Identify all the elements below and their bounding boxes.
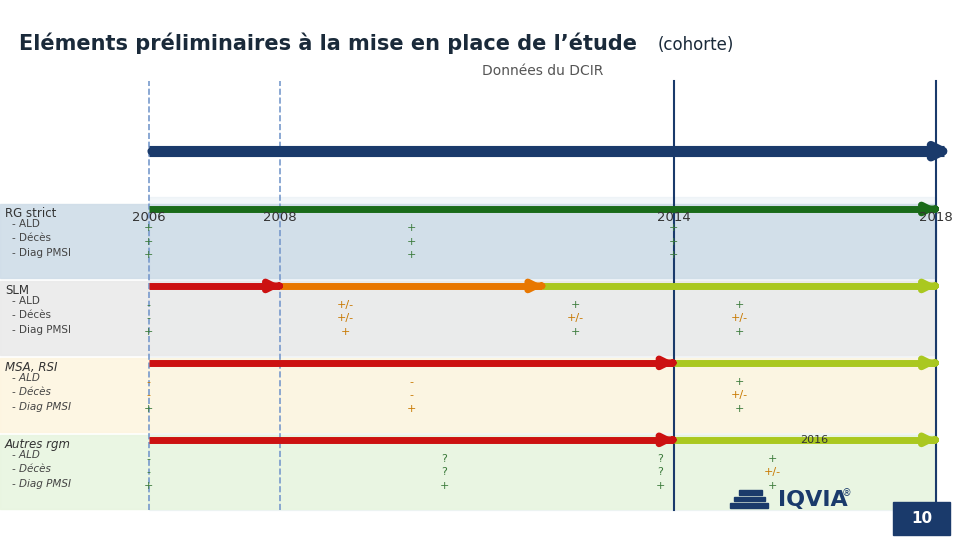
Bar <box>0 281 149 355</box>
Text: +: + <box>570 327 580 337</box>
Text: ®: ® <box>842 488 852 498</box>
Text: ?: ? <box>658 454 663 464</box>
Text: 2008: 2008 <box>263 211 297 224</box>
Text: +: + <box>341 327 350 337</box>
Text: - Diag PMSI: - Diag PMSI <box>12 325 70 335</box>
Text: +: + <box>406 250 416 260</box>
Text: - Décès: - Décès <box>12 387 50 397</box>
Text: +/-: +/- <box>566 313 584 323</box>
Text: - ALD: - ALD <box>12 219 39 229</box>
Text: +: + <box>767 481 777 491</box>
Text: -: - <box>147 467 151 477</box>
Text: -: - <box>409 390 413 401</box>
Text: +: + <box>734 300 744 310</box>
Text: +: + <box>734 327 744 337</box>
Text: IQVIA: IQVIA <box>778 490 848 510</box>
Text: +: + <box>406 237 416 247</box>
Text: ?: ? <box>658 467 663 477</box>
Text: ?: ? <box>441 454 447 464</box>
Text: +: + <box>144 250 154 260</box>
Bar <box>149 435 936 509</box>
Bar <box>739 490 762 495</box>
Text: 2006: 2006 <box>132 211 166 224</box>
Bar <box>730 503 768 508</box>
Bar <box>0 358 149 432</box>
Text: +: + <box>406 404 416 414</box>
Bar <box>149 281 936 355</box>
Text: - Diag PMSI: - Diag PMSI <box>12 478 70 489</box>
Text: - Diag PMSI: - Diag PMSI <box>12 248 70 258</box>
Text: +: + <box>440 481 448 491</box>
Text: +: + <box>570 300 580 310</box>
Text: 2014: 2014 <box>657 211 690 224</box>
Text: - Diag PMSI: - Diag PMSI <box>12 402 70 412</box>
Text: +: + <box>669 237 679 247</box>
Text: +: + <box>767 454 777 464</box>
Text: +: + <box>144 327 154 337</box>
Text: +: + <box>669 250 679 260</box>
Text: +: + <box>144 237 154 247</box>
Text: -: - <box>409 377 413 387</box>
Text: +: + <box>656 481 665 491</box>
Text: - ALD: - ALD <box>12 449 39 460</box>
Text: +/-: +/- <box>763 467 780 477</box>
Bar <box>149 197 936 510</box>
Bar <box>149 358 936 432</box>
Text: SLM: SLM <box>5 284 29 297</box>
Bar <box>0 435 149 509</box>
Text: - ALD: - ALD <box>12 373 39 383</box>
Bar <box>893 502 950 535</box>
Text: -: - <box>147 377 151 387</box>
Text: +: + <box>734 377 744 387</box>
Text: -: - <box>147 313 151 323</box>
Text: 2018: 2018 <box>919 211 953 224</box>
Text: +: + <box>734 404 744 414</box>
Text: - Décès: - Décès <box>12 310 51 320</box>
Text: -: - <box>147 454 151 464</box>
Text: Eléments préliminaires à la mise en place de l’étude: Eléments préliminaires à la mise en plac… <box>19 32 637 54</box>
Text: 2016: 2016 <box>800 435 828 445</box>
Text: RG strict: RG strict <box>5 207 57 220</box>
Text: +/-: +/- <box>731 390 748 401</box>
Text: +/-: +/- <box>337 313 354 323</box>
Text: Autres rgm: Autres rgm <box>5 437 71 451</box>
Text: ?: ? <box>441 467 447 477</box>
Bar <box>0 204 149 278</box>
Text: +/-: +/- <box>731 313 748 323</box>
Text: MSA, RSI: MSA, RSI <box>5 361 58 374</box>
Text: +: + <box>669 223 679 233</box>
Text: -: - <box>147 390 151 401</box>
Text: +/-: +/- <box>337 300 354 310</box>
Text: +: + <box>144 481 154 491</box>
Text: Données du DCIR: Données du DCIR <box>482 64 603 78</box>
Text: - ALD: - ALD <box>12 296 39 306</box>
Text: +: + <box>144 404 154 414</box>
Text: (cohorte): (cohorte) <box>658 36 734 54</box>
Text: +: + <box>406 223 416 233</box>
Text: -: - <box>147 300 151 310</box>
Bar <box>149 204 936 278</box>
Bar <box>734 497 765 501</box>
Text: - Décès: - Décès <box>12 464 50 474</box>
Text: 10: 10 <box>911 511 932 526</box>
Text: - Décès: - Décès <box>12 233 51 244</box>
Text: +: + <box>144 223 154 233</box>
